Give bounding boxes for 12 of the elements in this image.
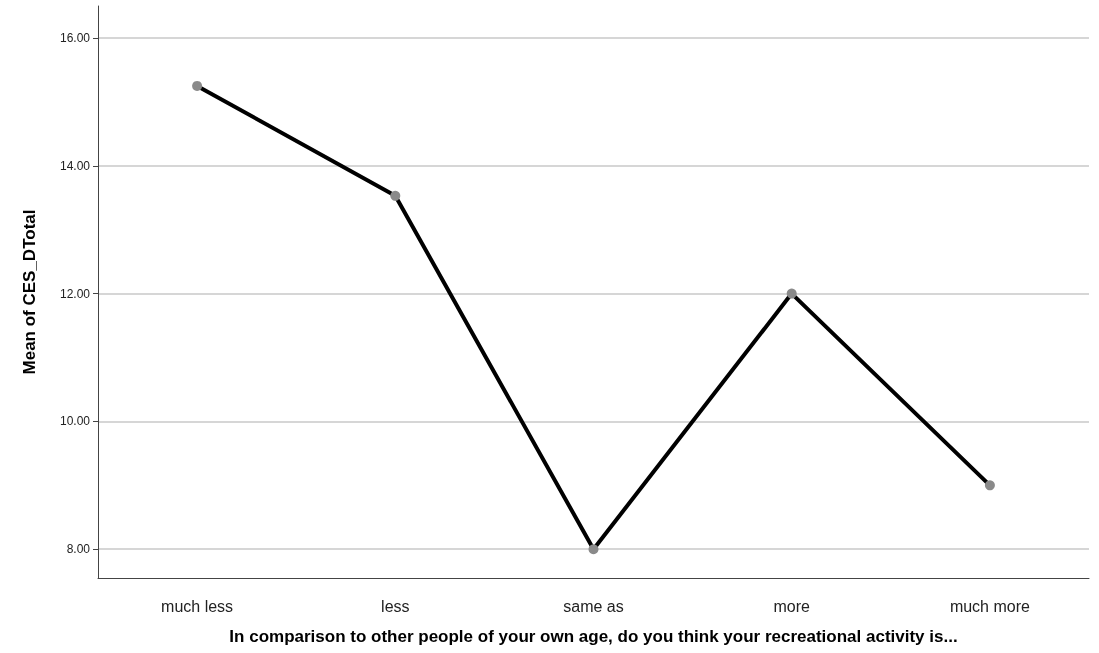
y-tick-label: 10.00 xyxy=(59,414,91,429)
x-axis-title: In comparison to other people of your own age, do you think your recreational activity is... xyxy=(229,627,958,646)
x-tick-label: much less xyxy=(161,597,234,615)
y-tick-label: 16.00 xyxy=(59,30,91,45)
y-tick-label: 8.00 xyxy=(66,542,91,557)
y-tick-label: 14.00 xyxy=(59,158,91,173)
x-tick-label: much more xyxy=(949,597,1031,615)
x-tick-label: more xyxy=(773,597,811,615)
y-tick-label: 12.00 xyxy=(59,286,91,301)
x-tick-label: same as xyxy=(563,597,624,615)
x-tick-label: less xyxy=(381,597,410,615)
y-axis-title: Mean of CES_DTotal xyxy=(20,209,39,375)
